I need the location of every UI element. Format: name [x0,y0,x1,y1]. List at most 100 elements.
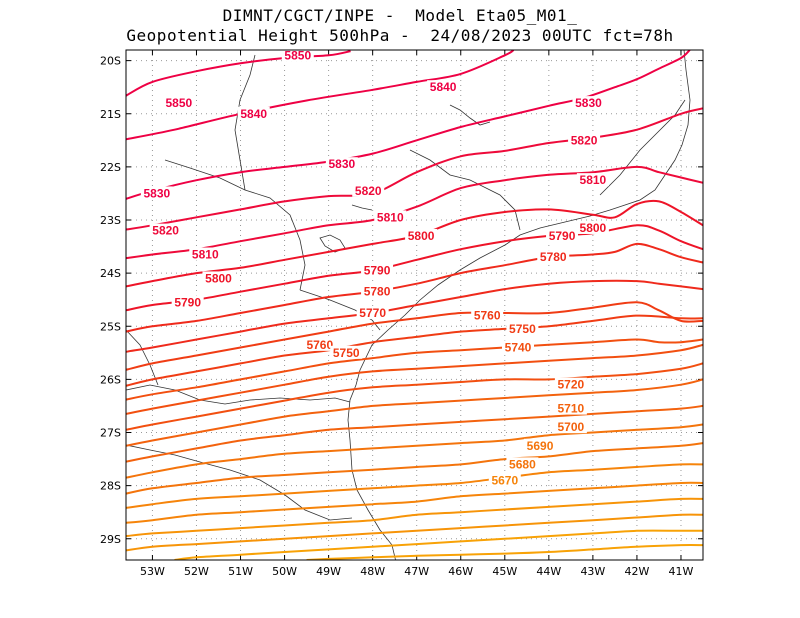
contour-line-5850 [126,50,351,97]
contour-labels: 5850585058405840583058305830582058205820… [140,48,609,487]
contour-line-5690 [126,423,703,479]
contour-label-bg [374,210,407,224]
lon-label: 44W [536,565,561,578]
plot-frame [125,49,704,561]
contour-label: 5670 [491,473,518,487]
contour-label-bg [202,271,235,285]
lon-label: 53W [140,565,165,578]
lon-label: 42W [624,565,649,578]
latitude-labels: 20S 21S 22S 23S 24S 25S 26S 27S 28S 29S [100,55,121,546]
contour-line-5710 [126,378,703,447]
contour-label-bg [405,228,438,242]
contour-line-5650 [126,497,703,538]
contour-label: 5830 [328,157,355,171]
contour-line-5670 [126,463,703,509]
contour-label: 5800 [580,221,607,235]
contour-label-bg [576,220,609,234]
contour-label-bg [524,438,557,452]
contour-label: 5750 [509,322,536,336]
lon-label: 47W [404,565,429,578]
contour-label: 5820 [355,184,382,198]
contour-label: 5740 [505,341,532,355]
contour-line-5750 [126,314,703,387]
lat-label: 29S [100,533,121,546]
lat-label: 24S [100,267,121,280]
contour-label-bg [361,263,394,277]
contour-label: 5700 [558,420,585,434]
contour-label-bg [554,420,587,434]
lat-label: 21S [100,108,121,121]
contour-label: 5810 [580,173,607,187]
contour-line-5790 [126,224,703,312]
contour-label: 5720 [558,378,585,392]
contour-label-bg [162,96,195,110]
contour-label-bg [537,250,570,264]
contour-label-bg [356,305,389,319]
contour-label: 5800 [205,271,232,285]
contour-label: 5710 [558,402,585,416]
lon-label: 50W [272,565,297,578]
contour-label: 5760 [474,309,501,323]
contour-label-bg [488,473,521,487]
contour-label-bg [303,337,336,351]
lon-label: 43W [580,565,605,578]
state-border [599,99,686,196]
contour-label: 5750 [333,346,360,360]
contour-label: 5840 [430,80,457,94]
contour-line-5820 [126,107,703,231]
lat-label: 27S [100,427,121,440]
contour-label: 5850 [284,48,311,62]
lon-label: 52W [184,565,209,578]
state-border [126,329,159,386]
contour-label: 5820 [152,224,179,238]
contour-label: 5830 [575,96,602,110]
contour-label: 5780 [364,285,391,299]
contour-line-5770 [126,279,703,353]
contour-label-bg [281,50,314,62]
lat-label: 25S [100,320,121,333]
contour-label-bg [325,157,358,171]
lon-label: 49W [316,565,341,578]
contour-label: 5690 [527,439,554,453]
lon-label: 46W [448,565,473,578]
contour-label-bg [237,106,270,120]
contour-label-bg [554,401,587,415]
contour-label-bg [171,295,204,309]
contour-line-5830 [126,50,691,200]
contour-label-bg [189,247,222,261]
contour-label-bg [352,183,385,197]
lat-label: 22S [100,161,121,174]
height-contours [126,50,703,560]
contour-label: 5790 [174,295,201,309]
contour-label: 5830 [143,186,170,200]
contour-label-bg [140,186,173,200]
contour-line-5700 [126,404,703,463]
contour-label-bg [149,223,182,237]
contour-label-bg [576,173,609,187]
contour-label: 5680 [509,457,536,471]
contour-line-5630 [174,529,703,560]
state-border [126,384,351,405]
contour-label-bg [506,457,539,471]
map-title-line-2: Geopotential Height 500hPa - 24/08/2023 … [126,26,674,45]
contour-label-bg [330,345,363,359]
contour-label: 5790 [549,229,576,243]
contour-label: 5800 [408,229,435,243]
lat-label: 28S [100,480,121,493]
reservoir [449,104,491,126]
contour-label: 5790 [364,263,391,277]
contour-line-5760 [126,301,703,371]
longitude-labels: 53W 52W 51W 50W 49W 48W 47W 46W 45W 44W 43W 42W 41W [140,565,694,578]
reservoir [351,204,373,211]
contour-label-bg [427,80,460,94]
state-border [164,159,306,291]
lon-label: 45W [492,565,517,578]
contour-label-bg [546,228,579,242]
contour-label-bg [471,308,504,322]
contour-label: 5840 [240,107,267,121]
contour-line-5720 [126,362,703,431]
contour-label: 5760 [306,338,333,352]
map-title-line-1: DIMNT/CGCT/INPE - Model Eta05_M01_ [222,6,578,25]
lon-label: 51W [228,565,253,578]
